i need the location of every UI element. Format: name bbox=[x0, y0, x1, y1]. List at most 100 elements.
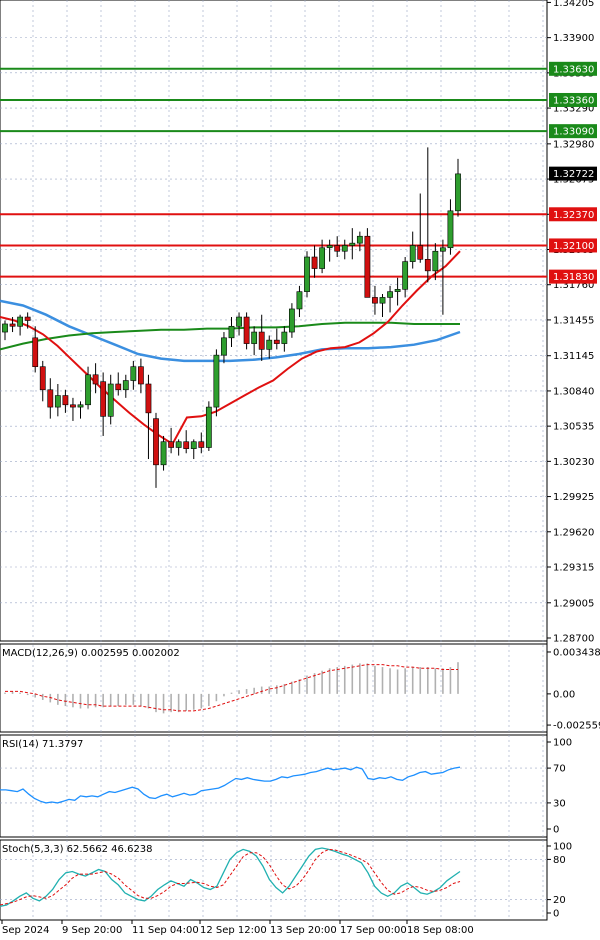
bearish-candle bbox=[153, 412, 159, 488]
bearish-candle bbox=[32, 326, 39, 373]
bullish-candle bbox=[387, 285, 393, 313]
candle-body bbox=[9, 323, 16, 327]
bearish-candle bbox=[138, 358, 144, 394]
bearish-candle bbox=[258, 314, 265, 361]
price-tick-label: 1.29005 bbox=[553, 598, 594, 609]
candle-body bbox=[372, 297, 378, 304]
candle-body bbox=[341, 245, 348, 252]
bullish-candle bbox=[213, 349, 220, 417]
ma-red-line bbox=[0, 250, 461, 446]
bullish-candle bbox=[394, 277, 401, 306]
time-label: 9 Sep 20:00 bbox=[62, 925, 122, 936]
rsi-indicator: 100 70 30 0 bbox=[0, 738, 572, 836]
rsi-tick-label: 70 bbox=[553, 764, 566, 775]
level-label: 1.31830 bbox=[553, 272, 594, 283]
level-label: 1.33360 bbox=[553, 95, 594, 106]
bearish-candle bbox=[100, 372, 107, 436]
level-label-box bbox=[549, 238, 597, 253]
bullish-candle bbox=[77, 401, 84, 419]
candle-body bbox=[424, 259, 431, 272]
candle-body bbox=[198, 441, 205, 448]
price-tick-label: 1.34205 bbox=[553, 0, 594, 9]
candle-body bbox=[70, 404, 76, 408]
bearish-candle bbox=[273, 328, 280, 350]
bearish-candle bbox=[364, 228, 371, 298]
stoch-d-line bbox=[0, 848, 461, 906]
candle-body bbox=[387, 291, 393, 298]
bullish-candle bbox=[296, 285, 303, 318]
candle-body bbox=[356, 235, 363, 244]
candle-body bbox=[258, 331, 265, 350]
bullish-candle bbox=[356, 231, 363, 252]
price-tick-label: 1.29925 bbox=[553, 492, 594, 503]
candle-body bbox=[54, 395, 61, 408]
bullish-candle bbox=[17, 314, 23, 336]
bullish-candle bbox=[54, 384, 61, 417]
bullish-candle bbox=[251, 326, 258, 356]
bearish-candle bbox=[47, 378, 54, 419]
candle-body bbox=[379, 297, 386, 304]
time-label: 12 Sep 12:00 bbox=[200, 925, 267, 936]
price-tick-label: 1.33290 bbox=[553, 104, 594, 115]
stoch-tick-label: 100 bbox=[553, 842, 572, 853]
candle-body bbox=[213, 354, 220, 408]
bearish-candle bbox=[372, 285, 378, 315]
level-label-box bbox=[549, 207, 597, 222]
macd-indicator: 0.003438 0.00 -0.002559 bbox=[4, 647, 600, 732]
price-panel-frame bbox=[0, 0, 548, 642]
candle-body bbox=[100, 381, 107, 417]
rsi-tick-label: 100 bbox=[553, 738, 572, 749]
macd-signal-line bbox=[5, 664, 458, 712]
candle-body bbox=[417, 245, 424, 260]
bearish-candle bbox=[70, 397, 76, 421]
bullish-candle bbox=[122, 374, 129, 398]
candle-body bbox=[455, 173, 461, 212]
level-label: 1.33630 bbox=[553, 64, 594, 75]
candle-body bbox=[447, 210, 454, 249]
price-tick-label: 1.30230 bbox=[553, 457, 594, 468]
bearish-candle bbox=[311, 245, 318, 278]
bearish-candle bbox=[334, 236, 341, 257]
bearish-candle bbox=[417, 193, 424, 263]
bullish-candle bbox=[190, 439, 197, 460]
rsi-line bbox=[0, 766, 461, 804]
time-label: 11 Sep 04:00 bbox=[132, 925, 199, 936]
bearish-candle bbox=[243, 312, 250, 350]
bearish-candle bbox=[145, 374, 152, 460]
candle-body bbox=[122, 380, 129, 391]
candle-body bbox=[304, 256, 310, 292]
bullish-candle bbox=[319, 239, 325, 274]
time-axis-labels: Sep 2024 9 Sep 20:00 11 Sep 04:00 12 Sep 12… bbox=[1, 920, 474, 936]
level-label-box bbox=[549, 92, 597, 107]
bearish-candle bbox=[9, 317, 16, 333]
level-label: 1.32370 bbox=[553, 210, 594, 221]
candle-body bbox=[228, 325, 235, 339]
stoch-tick-label: 0 bbox=[553, 909, 559, 920]
candle-body bbox=[432, 250, 439, 272]
price-tick-label: 1.30535 bbox=[553, 422, 594, 433]
level-label-box bbox=[549, 61, 597, 76]
level-label: 1.32100 bbox=[553, 241, 594, 252]
candle-body bbox=[32, 337, 39, 367]
stoch-k-line bbox=[0, 847, 461, 907]
bearish-candle bbox=[183, 430, 190, 454]
level-label: 1.33090 bbox=[553, 127, 594, 138]
candle-body bbox=[288, 308, 295, 333]
bearish-candle bbox=[168, 427, 174, 454]
candle-body bbox=[92, 374, 99, 385]
time-label: 13 Sep 20:00 bbox=[270, 925, 337, 936]
macd-panel-frame bbox=[0, 643, 548, 733]
rsi-label: RSI(14) 71.3797 bbox=[2, 739, 83, 750]
candle-body bbox=[243, 316, 250, 344]
bullish-candle bbox=[107, 374, 114, 425]
current-price-label: 1.32722 bbox=[553, 169, 594, 180]
bullish-candle bbox=[281, 326, 288, 352]
macd-tick-label: 0.003438 bbox=[553, 647, 600, 658]
bullish-candle bbox=[160, 435, 167, 471]
candle-body bbox=[266, 339, 273, 350]
rsi-tick-label: 0 bbox=[553, 825, 559, 836]
candle-body bbox=[439, 247, 446, 252]
price-tick-label: 1.29315 bbox=[553, 562, 594, 573]
